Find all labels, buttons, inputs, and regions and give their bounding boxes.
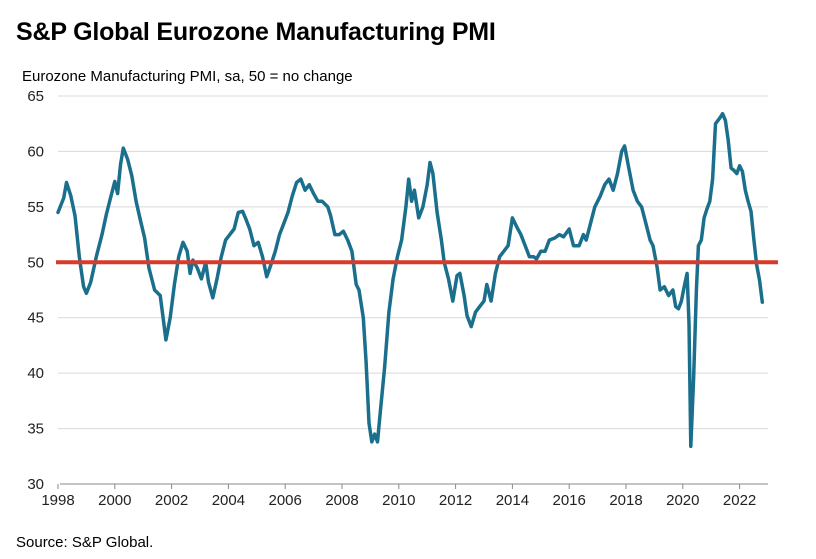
- y-tick-label: 50: [27, 254, 44, 271]
- y-tick-label: 30: [27, 476, 44, 493]
- x-tick-label: 2016: [553, 492, 586, 509]
- x-tick-label: 2020: [666, 492, 699, 509]
- x-tick-label: 2014: [496, 492, 529, 509]
- x-axis-ticks: 1998 2000 2002 2004 2006 2008 2010 2012 2014 2016…: [41, 484, 756, 509]
- x-tick-label: 2022: [723, 492, 756, 509]
- y-tick-label: 35: [27, 421, 44, 438]
- y-tick-label: 55: [27, 199, 44, 216]
- x-tick-label: 2000: [98, 492, 131, 509]
- page-title: S&P Global Eurozone Manufacturing PMI: [16, 18, 496, 46]
- x-tick-label: 2012: [439, 492, 472, 509]
- x-tick-label: 2008: [325, 492, 358, 509]
- x-tick-label: 2006: [269, 492, 302, 509]
- y-tick-label: 40: [27, 365, 44, 382]
- y-tick-label: 65: [27, 88, 44, 105]
- x-tick-label: 2010: [382, 492, 415, 509]
- chart-subtitle: Eurozone Manufacturing PMI, sa, 50 = no …: [22, 68, 353, 85]
- y-tick-label: 60: [27, 143, 44, 160]
- x-tick-label: 2018: [609, 492, 642, 509]
- source-note: Source: S&P Global.: [16, 534, 154, 551]
- y-axis-ticks: 30 35 40 45 50 55 60 65: [27, 88, 44, 493]
- x-tick-label: 2002: [155, 492, 188, 509]
- x-tick-label: 2004: [212, 492, 245, 509]
- series-group: [56, 111, 765, 449]
- x-tick-label: 1998: [41, 492, 74, 509]
- y-tick-label: 45: [27, 310, 44, 327]
- pmi-series-line: [56, 111, 765, 449]
